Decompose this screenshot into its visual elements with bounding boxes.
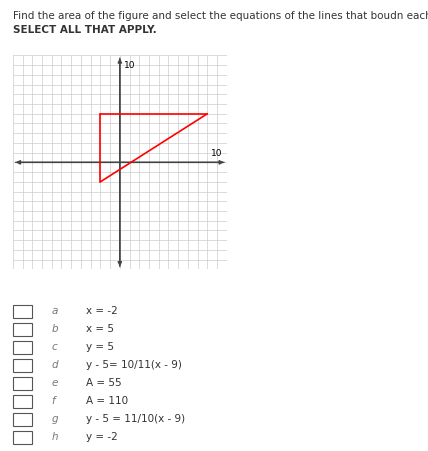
Text: 10: 10 [211, 149, 223, 158]
Text: x = 5: x = 5 [86, 324, 113, 334]
Text: h: h [51, 433, 58, 442]
Text: f: f [51, 396, 55, 406]
Text: Find the area of the figure and select the equations of the lines that boudn eac: Find the area of the figure and select t… [13, 11, 428, 21]
Text: y - 5 = 11/10(x - 9): y - 5 = 11/10(x - 9) [86, 414, 185, 424]
Text: d: d [51, 360, 58, 370]
Text: g: g [51, 414, 58, 424]
Text: e: e [51, 378, 58, 388]
Text: x = -2: x = -2 [86, 306, 117, 316]
Text: b: b [51, 324, 58, 334]
Text: A = 55: A = 55 [86, 378, 121, 388]
Text: y = -2: y = -2 [86, 433, 117, 442]
Text: A = 110: A = 110 [86, 396, 128, 406]
Text: y - 5= 10/11(x - 9): y - 5= 10/11(x - 9) [86, 360, 181, 370]
Text: a: a [51, 306, 58, 316]
Text: SELECT ALL THAT APPLY.: SELECT ALL THAT APPLY. [13, 25, 157, 35]
Text: c: c [51, 342, 57, 352]
Text: 10: 10 [124, 60, 135, 69]
Text: y = 5: y = 5 [86, 342, 113, 352]
